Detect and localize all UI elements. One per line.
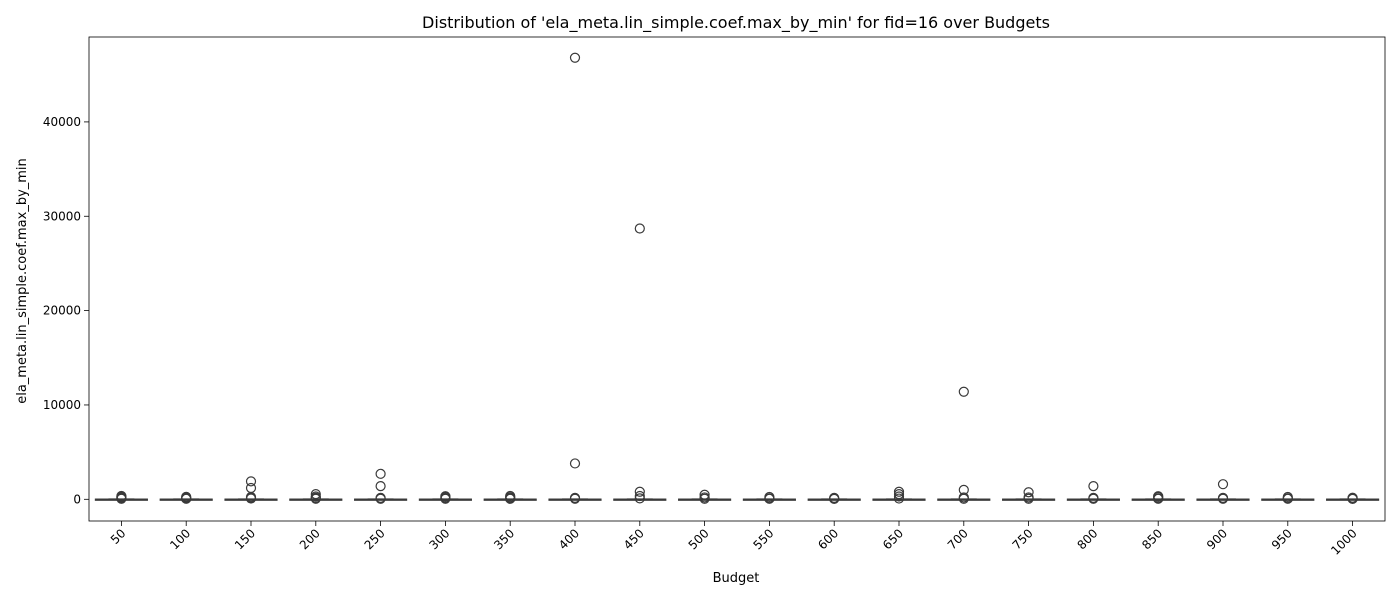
box-group: [1002, 487, 1056, 504]
y-tick-label: 30000: [43, 209, 81, 223]
plot-area: 0 10000 20000 30000 40000 50 100 150 200 250 300 35…: [43, 36, 1386, 558]
box-group: [678, 489, 732, 504]
outlier-point: [1217, 479, 1229, 490]
outlier-point: [634, 223, 645, 234]
outlier-point: [375, 468, 386, 479]
y-tick-label: 40000: [43, 115, 81, 129]
outlier-point: [634, 486, 645, 497]
outlier-point: [375, 480, 386, 492]
box-group: [1196, 479, 1250, 504]
x-tick-label: 500: [686, 526, 712, 552]
x-tick-label: 850: [1139, 526, 1165, 552]
outlier-point: [699, 492, 710, 503]
box-group: [1066, 480, 1120, 504]
box-group: [872, 486, 926, 504]
outlier-point: [505, 490, 516, 502]
box-group: [159, 491, 213, 504]
outlier-point: [569, 458, 581, 469]
outlier-point: [375, 492, 386, 503]
y-axis-label: ela_meta.lin_simple.coef.max_by_min: [15, 158, 30, 404]
outlier-point: [764, 491, 775, 503]
x-tick-label: 600: [815, 526, 841, 552]
x-tick-label: 100: [167, 526, 193, 552]
x-tick-label: 750: [1010, 526, 1036, 552]
x-tick-label: 350: [491, 526, 517, 552]
x-axis-label: Budget: [713, 571, 760, 586]
x-tick-label: 50: [108, 526, 129, 547]
outlier-point: [893, 486, 905, 497]
outlier-point: [440, 491, 451, 502]
x-tick-label: 650: [880, 526, 906, 552]
box-group: [742, 491, 796, 504]
outlier-point: [634, 490, 645, 502]
x-tick-label: 250: [362, 526, 388, 552]
outlier-point: [1217, 492, 1229, 503]
y-tick-label: 10000: [43, 398, 81, 412]
outlier-point: [958, 386, 969, 397]
outlier-point: [699, 489, 710, 500]
outlier-point: [958, 492, 969, 503]
outlier-point: [181, 491, 192, 502]
box-group: [354, 468, 408, 504]
box-group: [94, 490, 148, 504]
x-tick-label: 800: [1074, 526, 1100, 552]
x-tick-label: 550: [750, 526, 776, 552]
box-group: [1131, 491, 1185, 504]
outlier-point: [1023, 492, 1034, 503]
box-group: [548, 52, 602, 504]
x-tick-label: 300: [426, 526, 452, 552]
outlier-point: [958, 484, 969, 495]
box-group: [613, 223, 667, 504]
box-group: [937, 386, 991, 504]
x-tick-label: 1000: [1328, 526, 1359, 557]
outlier-point: [1023, 487, 1034, 498]
x-tick-label: 200: [297, 526, 323, 552]
outlier-point: [1088, 480, 1099, 492]
y-tick-label: 20000: [43, 304, 81, 318]
box-group: [418, 491, 472, 504]
outlier-point: [829, 492, 840, 503]
outlier-point: [245, 482, 257, 494]
outlier-point: [1347, 492, 1358, 503]
outlier-point: [1153, 491, 1164, 502]
outlier-point: [310, 489, 321, 500]
box-group: [483, 490, 537, 504]
box-group: [224, 476, 278, 504]
box-group: [1261, 491, 1315, 504]
outlier-point: [569, 492, 581, 503]
x-tick-label: 450: [621, 526, 647, 552]
outlier-point: [1282, 491, 1293, 503]
y-tick-label: 0: [73, 492, 81, 506]
x-tick-label: 900: [1204, 526, 1230, 552]
x-tick-label: 150: [232, 526, 258, 552]
plot-frame: [88, 36, 1386, 522]
box-group: [289, 489, 343, 504]
x-tick-label: 700: [945, 526, 971, 552]
outlier-point: [1088, 492, 1099, 503]
box-group: [807, 492, 861, 505]
outlier-point: [116, 490, 127, 502]
x-tick-label: 400: [556, 526, 582, 552]
chart-title: Distribution of 'ela_meta.lin_simple.coe…: [422, 13, 1050, 33]
box-group: [1326, 492, 1380, 505]
x-tick-label: 950: [1269, 526, 1295, 552]
outlier-point: [569, 52, 581, 63]
outlier-point: [245, 476, 257, 487]
